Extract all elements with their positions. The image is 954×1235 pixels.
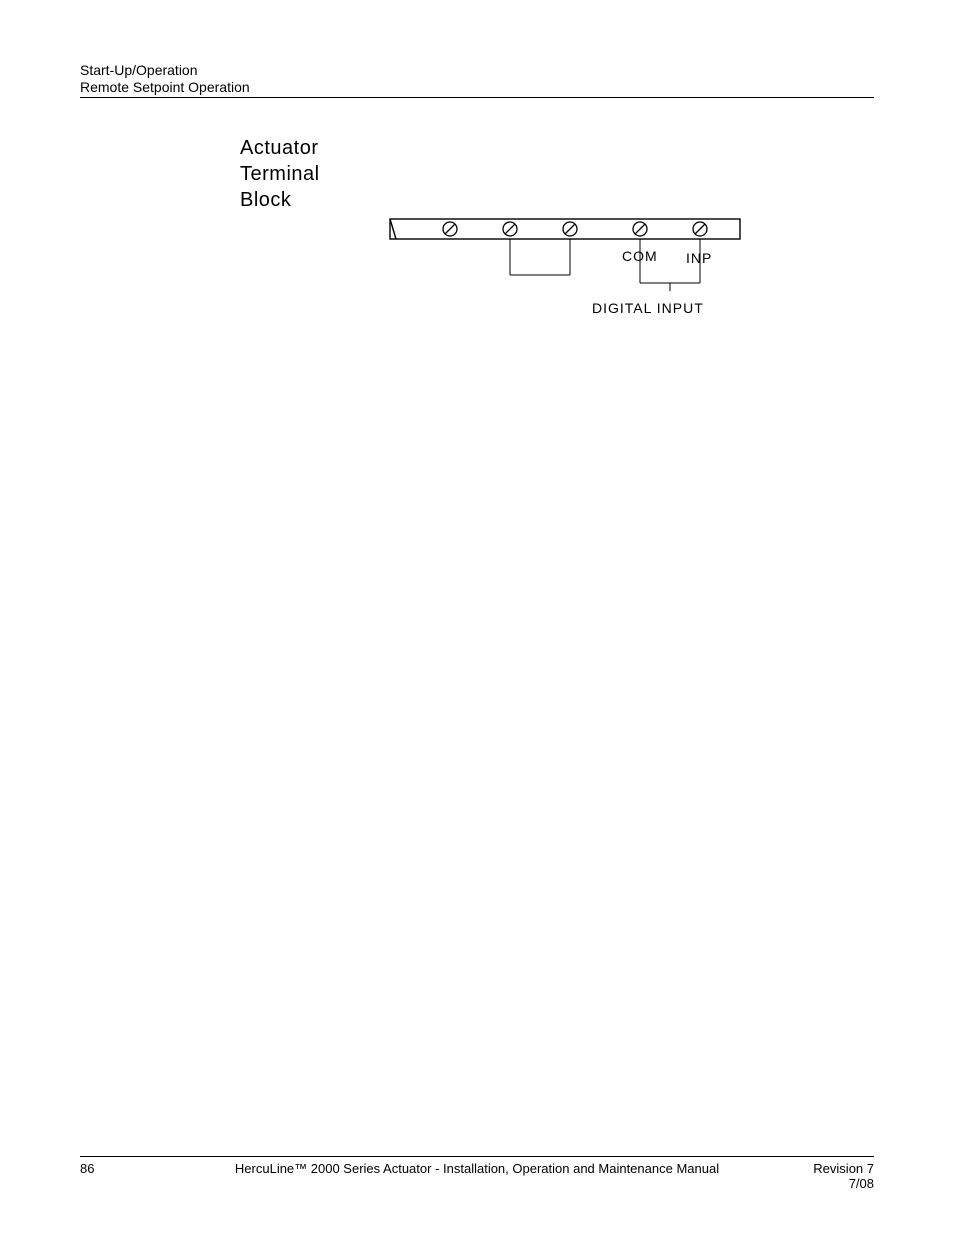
- label-com: COM: [622, 248, 658, 264]
- footer-manual-title: HercuLine™ 2000 Series Actuator - Instal…: [80, 1161, 874, 1176]
- terminal-screw-slot: [445, 224, 455, 234]
- label-inp: INP: [686, 250, 712, 266]
- terminal-block-svg: COM INP DIGITAL INPUT: [240, 135, 760, 335]
- terminal-screw-slot: [505, 224, 515, 234]
- terminal-strip-notch: [390, 219, 396, 239]
- terminal-screw-slot: [695, 224, 705, 234]
- header-subsection-title: Remote Setpoint Operation: [80, 79, 874, 96]
- header-section-title: Start-Up/Operation: [80, 62, 874, 79]
- terminal-screw-slot: [635, 224, 645, 234]
- terminal-block-diagram: Actuator Terminal Block COM INP DIGITAL …: [240, 135, 740, 335]
- terminal-screws: [443, 222, 707, 236]
- footer-divider: [80, 1156, 874, 1157]
- label-digital-input: DIGITAL INPUT: [592, 300, 704, 316]
- header-divider: [80, 97, 874, 98]
- footer-revision: Revision 7: [813, 1161, 874, 1176]
- footer-date: 7/08: [849, 1176, 874, 1191]
- page-header: Start-Up/Operation Remote Setpoint Opera…: [80, 62, 874, 96]
- terminal-screw-slot: [565, 224, 575, 234]
- wire-pair-inner: [510, 239, 570, 275]
- page: Start-Up/Operation Remote Setpoint Opera…: [0, 0, 954, 1235]
